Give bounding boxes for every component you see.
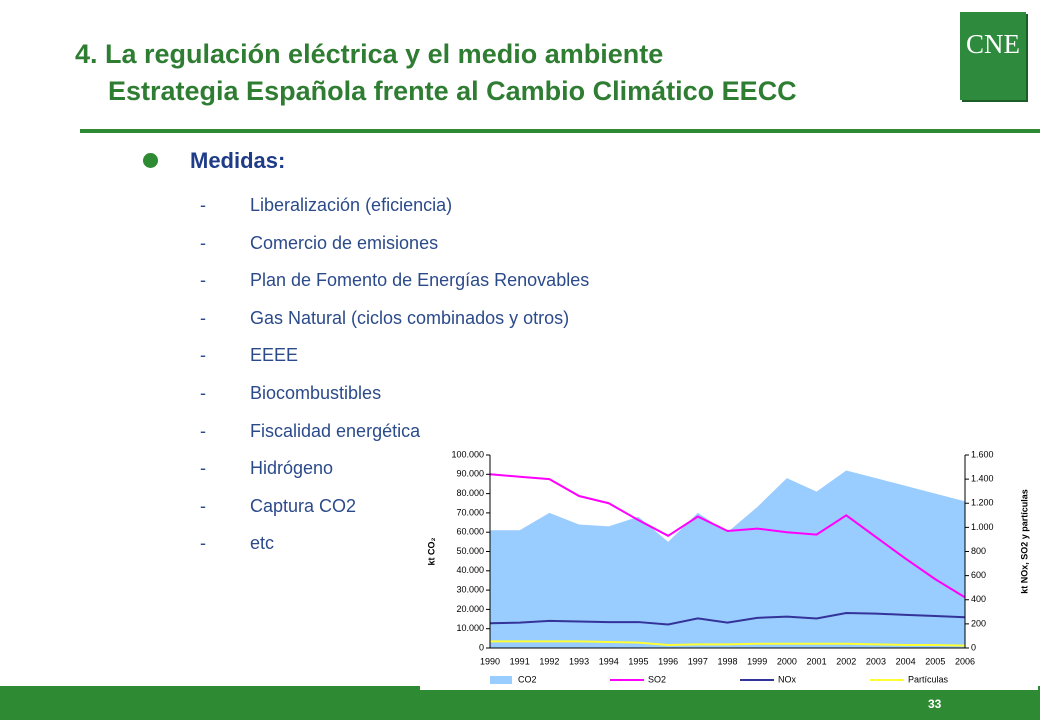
line	[489, 473, 966, 599]
title-line: Estrategia Española frente al Cambio Cli…	[108, 76, 797, 106]
y2ticks-label: 600	[971, 570, 986, 580]
x-tick-label: 1995	[628, 656, 648, 666]
y2ticks-label: 0	[971, 642, 976, 652]
y2ticks-label: 800	[971, 546, 986, 556]
bullet	[143, 153, 158, 168]
chart: 0 10.000 20.000 30.000 40.000 50.000 60.000 70.…	[420, 440, 1038, 690]
page-number: 33	[928, 697, 942, 711]
y2ticks-label: 200	[971, 618, 986, 628]
legend-label: CO2	[518, 674, 537, 684]
y2ticks-label: 400	[971, 594, 986, 604]
x-tick-label: 1997	[688, 656, 708, 666]
item: Captura CO2	[200, 493, 589, 531]
legend-label: Partículas	[908, 674, 949, 684]
yticks-label: 100.000	[451, 449, 484, 459]
title: 4. La regulación eléctrica y el medio am…	[75, 36, 797, 110]
logo: CNE	[960, 12, 1026, 100]
item: Biocombustibles	[200, 380, 589, 418]
line	[490, 640, 966, 647]
y2ticks-label: 1.400	[971, 474, 994, 484]
x-tick-label: 1996	[658, 656, 678, 666]
items: Liberalización (eficiencia)Comercio de e…	[200, 192, 589, 568]
item: EEEE	[200, 342, 589, 380]
y2ticks-label: 1.200	[971, 498, 994, 508]
x-tick-label: 2003	[866, 656, 886, 666]
x-tick-label: 1994	[599, 656, 619, 666]
item: Hidrógeno	[200, 455, 589, 493]
yticks-label: 70.000	[456, 507, 484, 517]
item: Fiscalidad energética	[200, 418, 589, 456]
yticks-label: 40.000	[456, 565, 484, 575]
item: etc	[200, 530, 589, 568]
footer-bar	[0, 686, 1040, 720]
legend-label: NOx	[778, 674, 797, 684]
x-tick-label: 1990	[480, 656, 500, 666]
x-tick-label: 2005	[925, 656, 945, 666]
x-tick-label: 2006	[955, 656, 975, 666]
x-tick-label: 2004	[896, 656, 916, 666]
x-tick-label: 1999	[747, 656, 767, 666]
yticks-label: 60.000	[456, 527, 484, 537]
yticks-label: 30.000	[456, 584, 484, 594]
yticks-label: 10.000	[456, 623, 484, 633]
line	[489, 612, 966, 626]
legend-label: SO2	[648, 674, 666, 684]
item: Plan de Fomento de Energías Renovables	[200, 267, 589, 305]
yticks-label: 20.000	[456, 604, 484, 614]
rule	[80, 129, 1040, 133]
x-tick-label: 1991	[510, 656, 530, 666]
item: Comercio de emisiones	[200, 230, 589, 268]
item: Gas Natural (ciclos combinados y otros)	[200, 305, 589, 343]
title-line: 4. La regulación eléctrica y el medio am…	[75, 39, 664, 69]
yticks-label: 90.000	[456, 469, 484, 479]
x-tick-label: 2002	[836, 656, 856, 666]
legend-swatch	[490, 676, 512, 684]
x-tick-label: 2000	[777, 656, 797, 666]
yticks-label: 0	[479, 642, 484, 652]
y2ticks-label: 1.600	[971, 449, 994, 459]
y2ticks-label: 1.000	[971, 522, 994, 532]
y-axis-title: kt CO₂	[426, 537, 436, 565]
x-tick-label: 1998	[717, 656, 737, 666]
x-tick-label: 1992	[539, 656, 559, 666]
yticks-label: 50.000	[456, 546, 484, 556]
heading: Medidas:	[190, 148, 286, 173]
item: Liberalización (eficiencia)	[200, 192, 589, 230]
y2-axis-title: kt NOx, SO2 y partículas	[1019, 489, 1029, 594]
x-tick-label: 1993	[569, 656, 589, 666]
yticks-label: 80.000	[456, 488, 484, 498]
x-tick-label: 2001	[807, 656, 827, 666]
